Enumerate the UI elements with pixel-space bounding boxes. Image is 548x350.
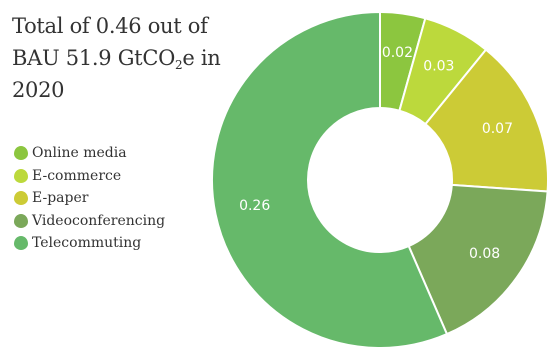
chart-title: Total of 0.46 out of BAU 51.9 GtCO2e in … [12,10,252,106]
chart-legend: Online media E-commerce E-paper Videoconfer… [14,142,224,255]
donut-slice [407,183,548,336]
slice-value-label: 0.02 [382,45,413,61]
legend-item: Telecommuting [14,232,224,255]
legend-item: E-commerce [14,165,224,188]
legend-item: Videoconferencing [14,210,224,233]
slice-value-label: 0.08 [469,246,500,262]
legend-swatch [14,213,28,228]
legend-item: E-paper [14,187,224,210]
legend-swatch [14,168,28,183]
donut-slice [211,10,449,349]
legend-swatch [14,191,28,206]
legend-label: Online media [32,145,127,162]
legend-swatch [14,146,28,161]
legend-label: E-paper [32,190,89,207]
legend-label: E-commerce [32,167,122,184]
legend-item: Online media [14,142,224,165]
slice-value-label: 0.07 [482,121,513,137]
legend-swatch [14,236,28,251]
slice-value-label: 0.26 [239,198,270,214]
chart-title-prefix: Total of 0.46 out of BAU 51.9 GtCO [12,14,208,70]
slice-value-label: 0.03 [423,58,454,74]
chart-title-subscript: 2 [175,58,183,72]
legend-label: Telecommuting [32,235,142,252]
chart-title-suffix: e in 2020 [12,46,221,102]
legend-label: Videoconferencing [32,212,166,229]
